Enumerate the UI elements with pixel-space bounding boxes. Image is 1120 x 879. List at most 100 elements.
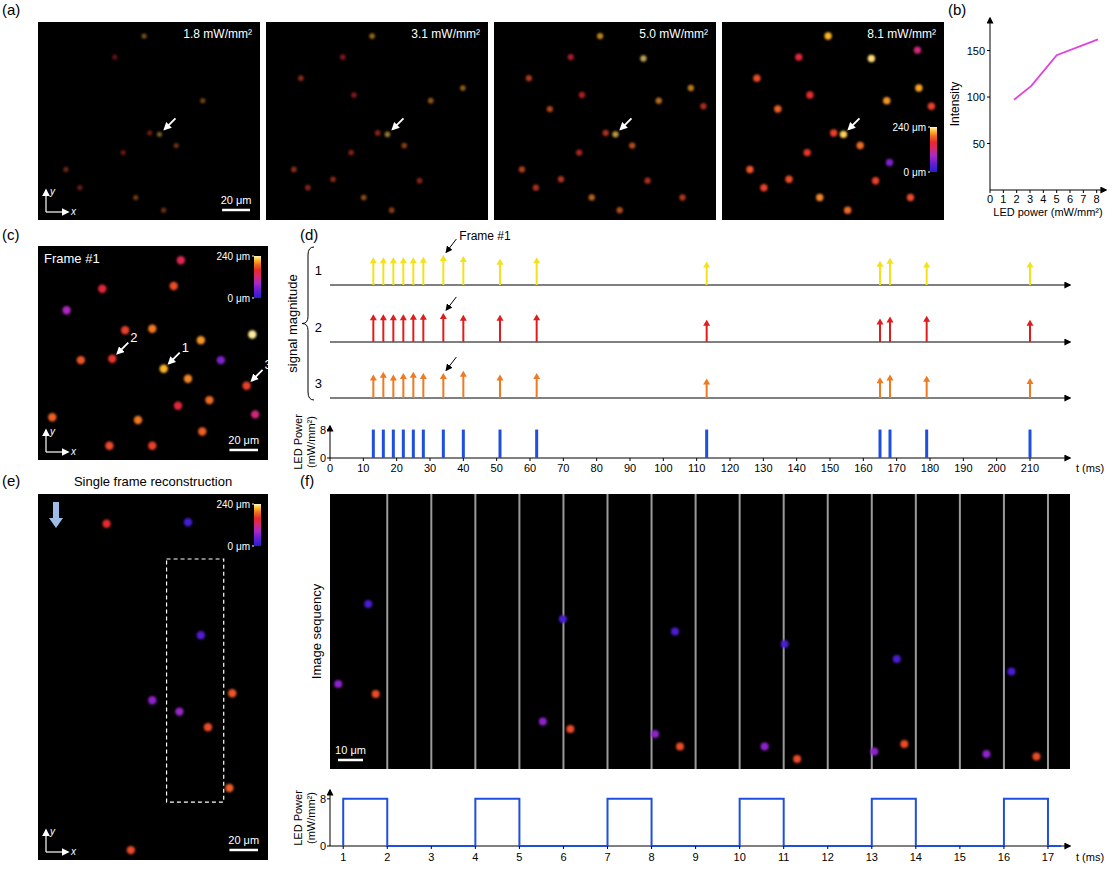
stem-line: [402, 378, 404, 398]
annotation-arrow: [446, 297, 456, 310]
spot: [526, 75, 532, 81]
axis-title: LED Power: [292, 414, 304, 470]
panel-label: (e): [2, 472, 20, 489]
stem-line: [889, 322, 891, 342]
x-tick-label: 180: [921, 462, 939, 474]
axis-title: (mW/mm²): [305, 792, 317, 844]
stem-line: [412, 262, 414, 285]
pointer-arrow: [620, 118, 631, 129]
row-plot: [370, 313, 1034, 342]
x-tick-label: 40: [457, 462, 469, 474]
spot: [781, 640, 789, 648]
y-tick: [987, 97, 990, 98]
frame-separator: [827, 494, 829, 769]
axis-indicator-y: [45, 430, 46, 452]
frame-separator: [739, 494, 741, 769]
stem-line: [422, 319, 424, 342]
spot: [372, 690, 380, 698]
stem-head: [390, 374, 397, 380]
spot: [369, 33, 375, 39]
x-tick-label: 17: [1042, 851, 1054, 863]
axis-indicator-y: [45, 190, 46, 212]
y-tick-label: 100: [967, 91, 985, 103]
scale-bar: [222, 209, 250, 212]
stem-line: [499, 379, 501, 398]
image-panel: 5.0 mW/mm²: [494, 22, 716, 220]
spot: [205, 396, 213, 404]
spot: [204, 723, 212, 731]
colorbar-label: 0 μm: [904, 167, 926, 178]
stem: [440, 373, 447, 398]
stem-head: [703, 379, 710, 385]
row-label: 2: [315, 320, 322, 335]
stem-line: [372, 319, 374, 342]
spot: [197, 336, 205, 344]
stem-head: [923, 261, 930, 267]
led-pulse: [422, 430, 425, 458]
spot: [558, 176, 564, 182]
spot: [112, 54, 117, 59]
x-tick-label: 12: [822, 851, 834, 863]
stem-line: [372, 379, 374, 398]
stem: [440, 313, 447, 342]
stem-line: [422, 378, 424, 398]
spot: [102, 519, 110, 527]
stem-line: [402, 262, 404, 285]
stem-head: [1027, 261, 1034, 267]
spot: [184, 374, 192, 382]
x-tick-label: 120: [721, 462, 739, 474]
frame-separator: [915, 494, 917, 769]
panel-label: (d): [300, 226, 318, 243]
stem-line: [392, 319, 394, 342]
y-tick: [987, 143, 990, 144]
x-tick: [630, 458, 631, 461]
stem: [497, 259, 504, 285]
colorbar-label: 240 μm: [216, 251, 250, 262]
stem-line: [536, 262, 538, 285]
colorbar-tick: [252, 504, 254, 505]
scale-bar-label: 20 μm: [228, 834, 259, 846]
image-sequence-chart: 10 μmImage sequency08LED Power(mW/mm²)12…: [292, 494, 1104, 863]
x-tick: [519, 846, 520, 849]
dashed-box: [167, 559, 224, 802]
spot: [795, 53, 802, 60]
stem: [390, 314, 397, 342]
image-background: [722, 22, 944, 220]
x-tick: [1030, 458, 1031, 461]
spot: [914, 46, 921, 53]
x-tick: [915, 846, 916, 849]
axis-indicator-x: [46, 211, 68, 212]
spot: [157, 132, 162, 137]
stem-head: [380, 314, 387, 320]
spot: [644, 178, 650, 184]
x-tick-label: 6: [1067, 193, 1073, 205]
image-background: [38, 494, 268, 860]
x-tick: [730, 458, 731, 461]
pointer-arrow: [164, 118, 175, 129]
stem-line: [422, 262, 424, 285]
stem-head: [703, 261, 710, 267]
colorbar-tick: [252, 546, 254, 547]
stem-chart: 123Frame #1signal magnitude08LED Power(m…: [285, 229, 1104, 474]
spot: [785, 176, 792, 183]
spot: [900, 740, 908, 748]
x-tick-label: 190: [954, 462, 972, 474]
led-pulse: [382, 430, 385, 458]
stem-head: [460, 371, 467, 377]
spot: [566, 725, 574, 733]
panel-title: Single frame reconstruction: [74, 474, 232, 489]
stem: [877, 318, 884, 342]
spot: [928, 103, 935, 110]
spot: [616, 207, 622, 213]
stem-head: [370, 374, 377, 380]
stem-head: [410, 372, 417, 378]
led-pulse: [925, 430, 928, 458]
x-tick: [796, 458, 797, 461]
x-tick: [330, 458, 331, 461]
scale-bar-label: 10 μm: [335, 744, 366, 756]
spot: [872, 177, 879, 184]
stem-line: [879, 266, 881, 285]
spot: [121, 326, 129, 334]
stem-line: [442, 318, 444, 342]
x-tick-label: 130: [754, 462, 772, 474]
